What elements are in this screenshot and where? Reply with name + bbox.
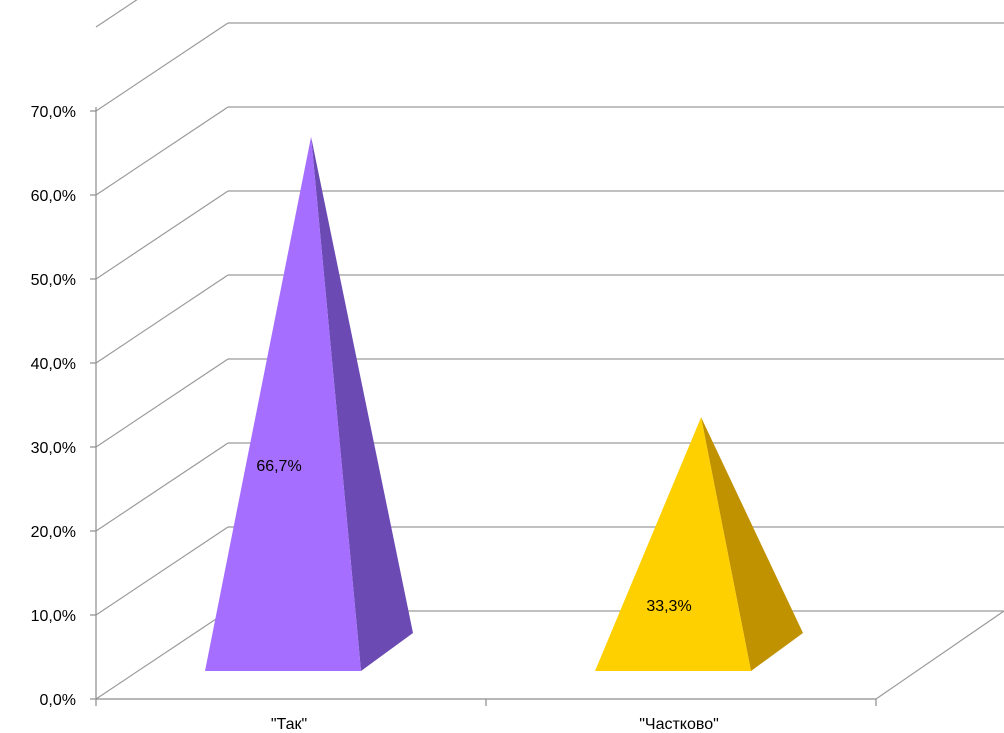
gridline-side [95, 274, 229, 364]
data-label: 33,3% [646, 598, 691, 615]
gridline-side [95, 22, 229, 112]
pyramids [205, 136, 803, 672]
gridline-side [95, 442, 229, 532]
gridline-side [95, 526, 229, 616]
x-category-label: "Частково" [639, 716, 719, 733]
y-tick-label: 20,0% [31, 524, 76, 541]
y-tick-label: 40,0% [31, 356, 76, 373]
y-tick-label: 0,0% [40, 692, 76, 709]
data-label: 66,7% [256, 458, 301, 475]
y-tick-label: 70,0% [31, 104, 76, 121]
y-tick-label: 50,0% [31, 272, 76, 289]
pyramid-side-face [701, 417, 803, 671]
gridline-side [95, 358, 229, 448]
pyramid-side-face [311, 136, 413, 672]
y-tick-label: 10,0% [31, 608, 76, 625]
gridline-side [95, 106, 229, 196]
axes: 0,0% 10,0% 20,0% 30,0% 40,0% 50,0% 60,0% 70,0% [31, 104, 877, 709]
labels: 66,7% "Так" 33,3% "Частково" [256, 458, 718, 733]
gridline-side [95, 610, 229, 700]
x-category-label: "Так" [271, 716, 307, 733]
pyramid-front-face [205, 136, 361, 672]
y-tick-label: 30,0% [31, 440, 76, 457]
y-tick-label: 60,0% [31, 188, 76, 205]
floor-right-edge [875, 610, 1004, 700]
gridline-side [95, 190, 229, 280]
pyramid-front-face [595, 417, 751, 671]
gridline-side [95, 0, 138, 28]
